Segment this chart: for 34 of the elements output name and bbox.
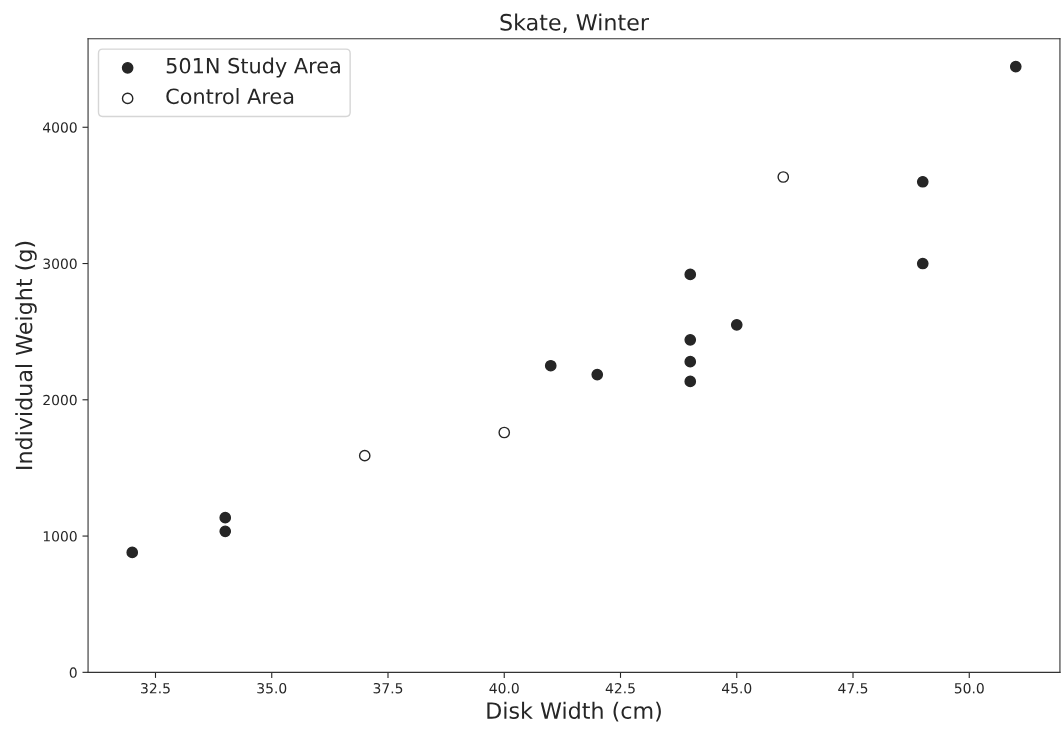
x-tick-label: 47.5 — [838, 683, 868, 694]
point — [1009, 60, 1022, 73]
y-tick-label: 4000 — [42, 122, 77, 133]
legend-label: Control Area — [166, 88, 294, 105]
point — [730, 319, 743, 331]
y-tick-label: 2000 — [43, 394, 77, 406]
x-tick-label: 50.0 — [954, 682, 984, 694]
point — [684, 355, 697, 368]
point — [544, 359, 557, 372]
legend-label: 501N Study Area — [166, 57, 340, 78]
y-tick-label: 0 — [69, 667, 77, 678]
point — [684, 333, 697, 346]
point — [684, 268, 697, 281]
x-tick-label: 45.0 — [721, 682, 752, 694]
x-tick-label: 40.0 — [489, 682, 519, 694]
point — [916, 175, 929, 188]
y-axis-title: Individual Weight (g) — [15, 241, 37, 469]
x-axis-title: Disk Width (cm) — [487, 701, 661, 722]
y-tick-label: 1000 — [43, 531, 77, 542]
point — [219, 511, 232, 524]
point — [219, 525, 232, 538]
point — [591, 368, 604, 381]
point — [916, 257, 929, 270]
point — [498, 426, 511, 439]
point — [358, 449, 371, 462]
x-tick-label: 32.5 — [141, 682, 170, 694]
point — [126, 546, 139, 559]
y-tick-label: 3000 — [43, 258, 77, 269]
point — [684, 375, 697, 388]
x-tick-label: 35.0 — [257, 682, 287, 694]
x-tick-label: 37.5 — [373, 682, 403, 694]
point — [777, 171, 790, 183]
x-tick-label: 42.5 — [605, 682, 635, 694]
chart-title: Skate, Winter — [500, 13, 649, 33]
